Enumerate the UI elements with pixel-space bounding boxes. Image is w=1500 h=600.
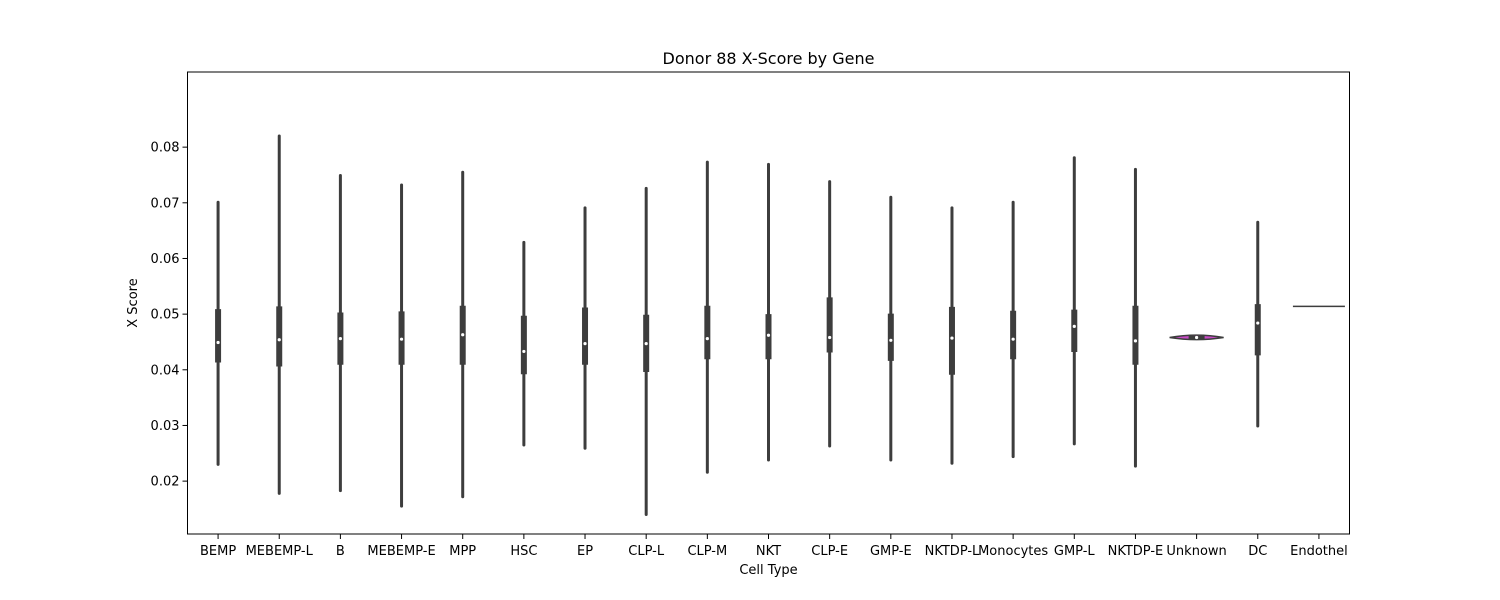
x-tick-label: NKTDP-L bbox=[925, 544, 980, 559]
y-axis: 0.02 0.03 0.04 0.05 0.06 0.07 0.08 bbox=[151, 141, 188, 490]
x-axis: BEMP MEBEMP-L B MEBEMP-E MPP HSC EP CLP-L CLP-M N… bbox=[200, 534, 1348, 559]
y-tick-label: 0.08 bbox=[151, 141, 180, 156]
violin-median-dot bbox=[583, 342, 587, 346]
violin-bemp bbox=[215, 200, 222, 466]
x-tick-label: CLP-L bbox=[628, 544, 665, 559]
violin-hsc bbox=[520, 240, 527, 447]
x-tick-label: EP bbox=[577, 544, 593, 559]
violin-median-dot bbox=[705, 337, 709, 341]
x-axis-title: Cell Type bbox=[739, 563, 797, 578]
violin-nktdp-e bbox=[1132, 167, 1139, 468]
violin-dc bbox=[1254, 220, 1261, 428]
violin-median-dot bbox=[766, 333, 771, 337]
violin-marks bbox=[215, 134, 1345, 517]
x-tick-label: GMP-L bbox=[1054, 544, 1096, 559]
violin-median-dot bbox=[1195, 335, 1199, 340]
violin-mebemp-e bbox=[398, 183, 405, 508]
violin-mebemp-l bbox=[276, 134, 283, 495]
violin-nktdp-l bbox=[948, 206, 955, 465]
x-tick-label: B bbox=[336, 544, 345, 559]
x-tick-label: MEBEMP-E bbox=[367, 544, 435, 559]
violin-median-dot bbox=[216, 340, 220, 345]
violin-median-dot bbox=[1133, 339, 1138, 343]
violin-b bbox=[337, 174, 344, 493]
x-tick-label: MEBEMP-L bbox=[246, 544, 314, 559]
violin-median-dot bbox=[1072, 324, 1076, 328]
x-tick-label: HSC bbox=[510, 544, 537, 559]
violin-gmp-e bbox=[887, 195, 894, 462]
y-tick-label: 0.05 bbox=[151, 308, 180, 323]
violin-mpp bbox=[459, 170, 466, 499]
violin-median-dot bbox=[1011, 337, 1015, 341]
y-tick-label: 0.02 bbox=[151, 475, 180, 490]
x-tick-label: BEMP bbox=[200, 544, 236, 559]
x-tick-label: Unknown bbox=[1166, 544, 1226, 559]
x-tick-label: NKT bbox=[756, 544, 781, 559]
violin-clp-l bbox=[643, 186, 650, 517]
violin-median-dot bbox=[828, 335, 832, 340]
x-tick-label: CLP-M bbox=[687, 544, 727, 559]
y-tick-label: 0.03 bbox=[151, 419, 180, 434]
violin-clp-e bbox=[826, 180, 833, 448]
violin-median-dot bbox=[461, 333, 465, 337]
y-tick-label: 0.07 bbox=[151, 196, 180, 211]
y-tick-label: 0.04 bbox=[151, 363, 180, 378]
x-tick-label: GMP-E bbox=[870, 544, 912, 559]
y-tick-label: 0.06 bbox=[151, 252, 180, 267]
violin-clp-m bbox=[704, 160, 711, 474]
violin-median-dot bbox=[644, 342, 648, 346]
violin-median-dot bbox=[1256, 321, 1260, 325]
violin-median-dot bbox=[522, 349, 526, 354]
violin-ep bbox=[582, 206, 589, 450]
violin-median-dot bbox=[399, 337, 404, 341]
y-axis-title: X Score bbox=[126, 278, 141, 327]
x-tick-label: CLP-E bbox=[811, 544, 848, 559]
violin-monocytes bbox=[1010, 200, 1017, 459]
violin-nkt bbox=[765, 162, 772, 462]
x-tick-label: DC bbox=[1248, 544, 1267, 559]
x-tick-label: MPP bbox=[449, 544, 476, 559]
x-tick-label: Monocytes bbox=[978, 544, 1048, 559]
violin-gmp-l bbox=[1071, 156, 1078, 446]
chart-title: Donor 88 X-Score by Gene bbox=[663, 49, 875, 68]
violin-median-dot bbox=[338, 337, 342, 341]
violin-median-dot bbox=[950, 336, 954, 340]
violin-median-dot bbox=[277, 338, 281, 342]
violin-median-dot bbox=[889, 338, 893, 342]
violin-unknown bbox=[1169, 334, 1224, 341]
x-tick-label: Endothel bbox=[1290, 544, 1348, 559]
x-tick-label: NKTDP-E bbox=[1108, 544, 1164, 559]
